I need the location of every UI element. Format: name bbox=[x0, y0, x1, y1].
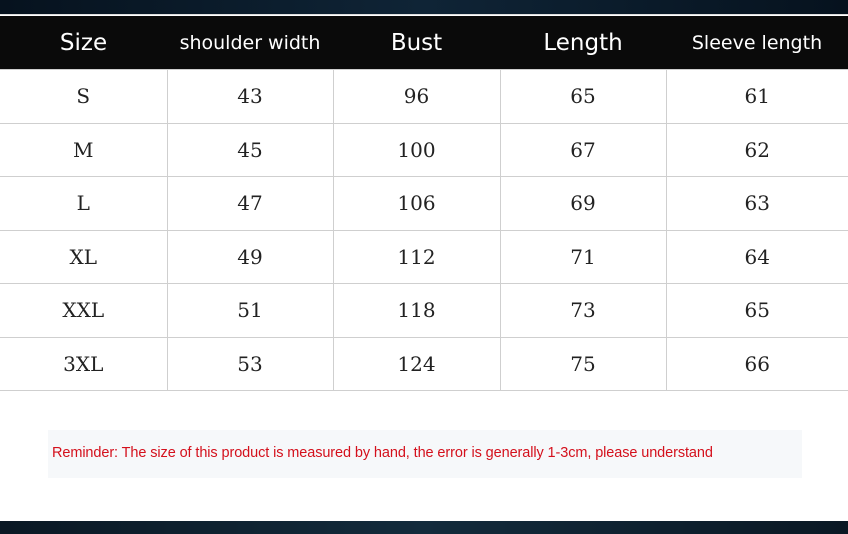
bottom-background-strip bbox=[0, 521, 848, 534]
cell-size: XL bbox=[0, 229, 168, 284]
cell-length: 71 bbox=[499, 229, 667, 284]
cell-sleeve-length: 65 bbox=[665, 283, 848, 338]
table-row: M 45 100 67 62 bbox=[0, 122, 848, 177]
cell-sleeve-length: 66 bbox=[665, 336, 848, 391]
cell-bust: 100 bbox=[332, 122, 501, 177]
header-bust: Bust bbox=[333, 16, 500, 70]
header-size: Size bbox=[0, 16, 167, 70]
cell-shoulder-width: 49 bbox=[166, 229, 334, 284]
table-row: XXL 51 118 73 65 bbox=[0, 283, 848, 338]
cell-length: 65 bbox=[499, 69, 667, 124]
header-length: Length bbox=[500, 16, 666, 70]
header-shoulder-width: shoulder width bbox=[167, 16, 333, 70]
cell-shoulder-width: 45 bbox=[166, 122, 334, 177]
cell-shoulder-width: 47 bbox=[166, 176, 334, 231]
cell-sleeve-length: 64 bbox=[665, 229, 848, 284]
cell-bust: 96 bbox=[332, 69, 501, 124]
cell-shoulder-width: 51 bbox=[166, 283, 334, 338]
header-sleeve-length: Sleeve length bbox=[666, 16, 848, 70]
cell-shoulder-width: 53 bbox=[166, 336, 334, 391]
table-row: XL 49 112 71 64 bbox=[0, 229, 848, 284]
reminder-note: Reminder: The size of this product is me… bbox=[48, 430, 802, 478]
cell-size: L bbox=[0, 176, 168, 231]
cell-size: XXL bbox=[0, 283, 168, 338]
table-row: 3XL 53 124 75 66 bbox=[0, 336, 848, 391]
cell-sleeve-length: 61 bbox=[665, 69, 848, 124]
cell-length: 75 bbox=[499, 336, 667, 391]
cell-size: M bbox=[0, 122, 168, 177]
size-chart-table: Size shoulder width Bust Length Sleeve l… bbox=[0, 16, 848, 391]
reminder-text: Reminder: The size of this product is me… bbox=[52, 445, 713, 461]
size-chart-panel: Size shoulder width Bust Length Sleeve l… bbox=[0, 14, 848, 522]
table-row: S 43 96 65 61 bbox=[0, 69, 848, 124]
table-row: L 47 106 69 63 bbox=[0, 176, 848, 231]
cell-sleeve-length: 63 bbox=[665, 176, 848, 231]
cell-size: 3XL bbox=[0, 336, 168, 391]
cell-length: 69 bbox=[499, 176, 667, 231]
top-background-strip bbox=[0, 0, 848, 14]
table-header-row: Size shoulder width Bust Length Sleeve l… bbox=[0, 16, 848, 70]
cell-bust: 118 bbox=[332, 283, 501, 338]
cell-bust: 106 bbox=[332, 176, 501, 231]
cell-bust: 112 bbox=[332, 229, 501, 284]
cell-sleeve-length: 62 bbox=[665, 122, 848, 177]
cell-length: 73 bbox=[499, 283, 667, 338]
cell-length: 67 bbox=[499, 122, 667, 177]
cell-bust: 124 bbox=[332, 336, 501, 391]
cell-size: S bbox=[0, 69, 168, 124]
cell-shoulder-width: 43 bbox=[166, 69, 334, 124]
